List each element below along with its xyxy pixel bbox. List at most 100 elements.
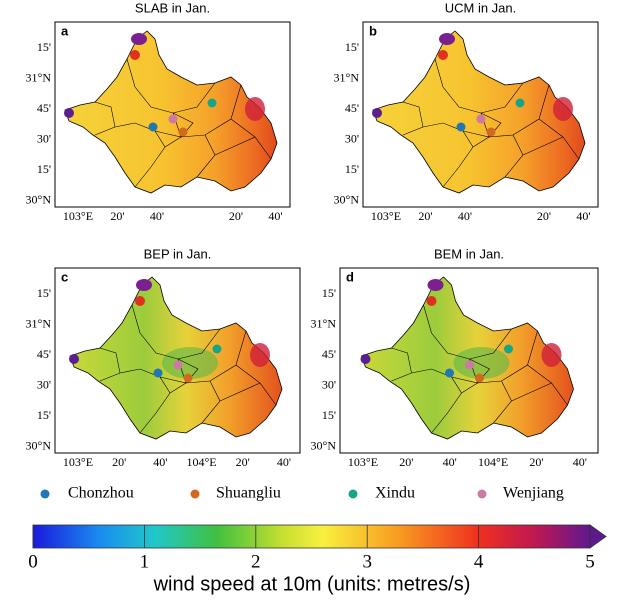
district-border [434,58,524,114]
station-dot [445,368,454,378]
colorbar-tick-label: 5 [585,551,595,572]
district-border [423,304,512,360]
district-border [214,136,256,156]
x-tick-label: 20' [537,209,551,223]
y-tick-label: 30' [37,131,51,145]
hotspot [130,50,140,60]
district-border [488,84,550,138]
content: a SLAB in Jan. 103°E 20' 40' 20' 40' 15' 31°N 45'… [26,0,607,595]
y-tick-label: 30' [322,377,336,391]
map-region [372,30,586,194]
hotspot [553,97,573,121]
colorbar-tick-label: 0 [28,551,38,572]
hotspot [438,50,448,60]
colorbar [32,524,591,549]
station-dot [486,127,496,137]
hotspot [372,108,382,118]
hotspot [426,296,437,306]
hotspot [427,279,444,291]
y-tick-label: 15' [37,162,51,176]
y-tick-label: 15' [37,408,51,422]
y-tick-label: 45' [345,101,359,115]
colorbar-tick-label: 3 [362,551,372,572]
x-tick-label: 20' [229,209,243,223]
district-border [180,84,242,138]
map-panel: b UCM in Jan. 103°E 20' 40' 20' 40' 15' 31°N 45' 3… [334,0,599,223]
y-tick-label: 30°N [311,438,337,452]
x-tick-label: 40' [150,209,164,223]
map-panel: a SLAB in Jan. 103°E 20' 40' 20' 40' 15' 31°N 45'… [26,0,291,223]
station-dot [207,98,217,108]
y-tick-label: 30°N [26,438,52,452]
x-tick-label: 20' [112,455,126,469]
x-tick-label: 40' [153,455,167,469]
hotspot [250,343,270,367]
y-tick-label: 31°N [311,316,337,330]
map-panel: d BEM in Jan. 103°E 20' 40' 104°E 20' 40' 15' 31°… [311,246,599,469]
hotspot [360,354,371,364]
legend-label: Chonzhou [68,485,134,502]
panel-letter: c [61,269,68,284]
panel-title: UCM in Jan. [445,0,517,15]
station-dot [476,114,486,124]
station-dot [504,344,513,354]
panel-letter: b [369,23,377,38]
map-panel: c BEP in Jan. 103°E 20' 40' 104°E 20' 40' 15' 31°… [26,246,301,469]
panel-title: SLAB in Jan. [135,0,210,15]
hotspot [439,33,455,45]
x-tick-label: 103°E [371,209,401,223]
legend-marker [348,489,358,499]
station-dot [168,114,178,124]
y-tick-label: 45' [37,101,51,115]
district-border [511,382,552,402]
x-tick-label: 40' [443,455,457,469]
legend-marker [190,489,200,499]
station-dot [173,360,183,370]
hotspot [69,354,79,364]
hotspot [245,97,265,121]
station-dot [148,122,158,132]
y-tick-label: 45' [322,347,336,361]
y-tick-label: 31°N [334,70,360,84]
district-border [391,347,412,374]
cool-zone [453,347,510,379]
district-border [522,136,564,156]
district-border [185,330,247,384]
station-dot [183,373,193,383]
hotspot [136,279,152,291]
map-region [64,30,278,194]
colorbar-label: wind speed at 10m (units: metres/s) [153,573,471,595]
legend-label: Xindu [375,485,415,502]
station-dot [212,344,222,354]
x-tick-label: 20' [110,209,124,223]
hotspot [541,343,562,367]
x-tick-label: 40' [277,455,291,469]
hotspot [135,296,145,306]
district-border [131,304,221,360]
x-tick-label: 20' [529,455,543,469]
y-tick-label: 30' [345,131,359,145]
x-tick-label: 40' [573,455,587,469]
x-tick-label: 40' [268,209,282,223]
y-tick-label: 30°N [26,192,52,206]
station-dot [475,373,484,383]
district-border [94,101,116,128]
panel-title: BEP in Jan. [144,246,212,261]
x-tick-label: 103°E [63,455,93,469]
station-dot [456,122,466,132]
legend-marker [477,489,487,499]
x-tick-label: 40' [458,209,472,223]
colorbar-arrow [589,524,607,549]
colorbar-tick-label: 4 [474,551,484,572]
legend-marker [40,489,50,499]
hotspot [131,33,147,45]
x-tick-label: 104°E [478,455,508,469]
y-tick-label: 15' [345,40,359,54]
y-tick-label: 31°N [26,316,52,330]
x-tick-label: 20' [418,209,432,223]
colorbar-tick-label: 1 [140,551,150,572]
district-border [219,382,261,402]
map-region [360,276,574,440]
y-tick-label: 30' [37,377,51,391]
